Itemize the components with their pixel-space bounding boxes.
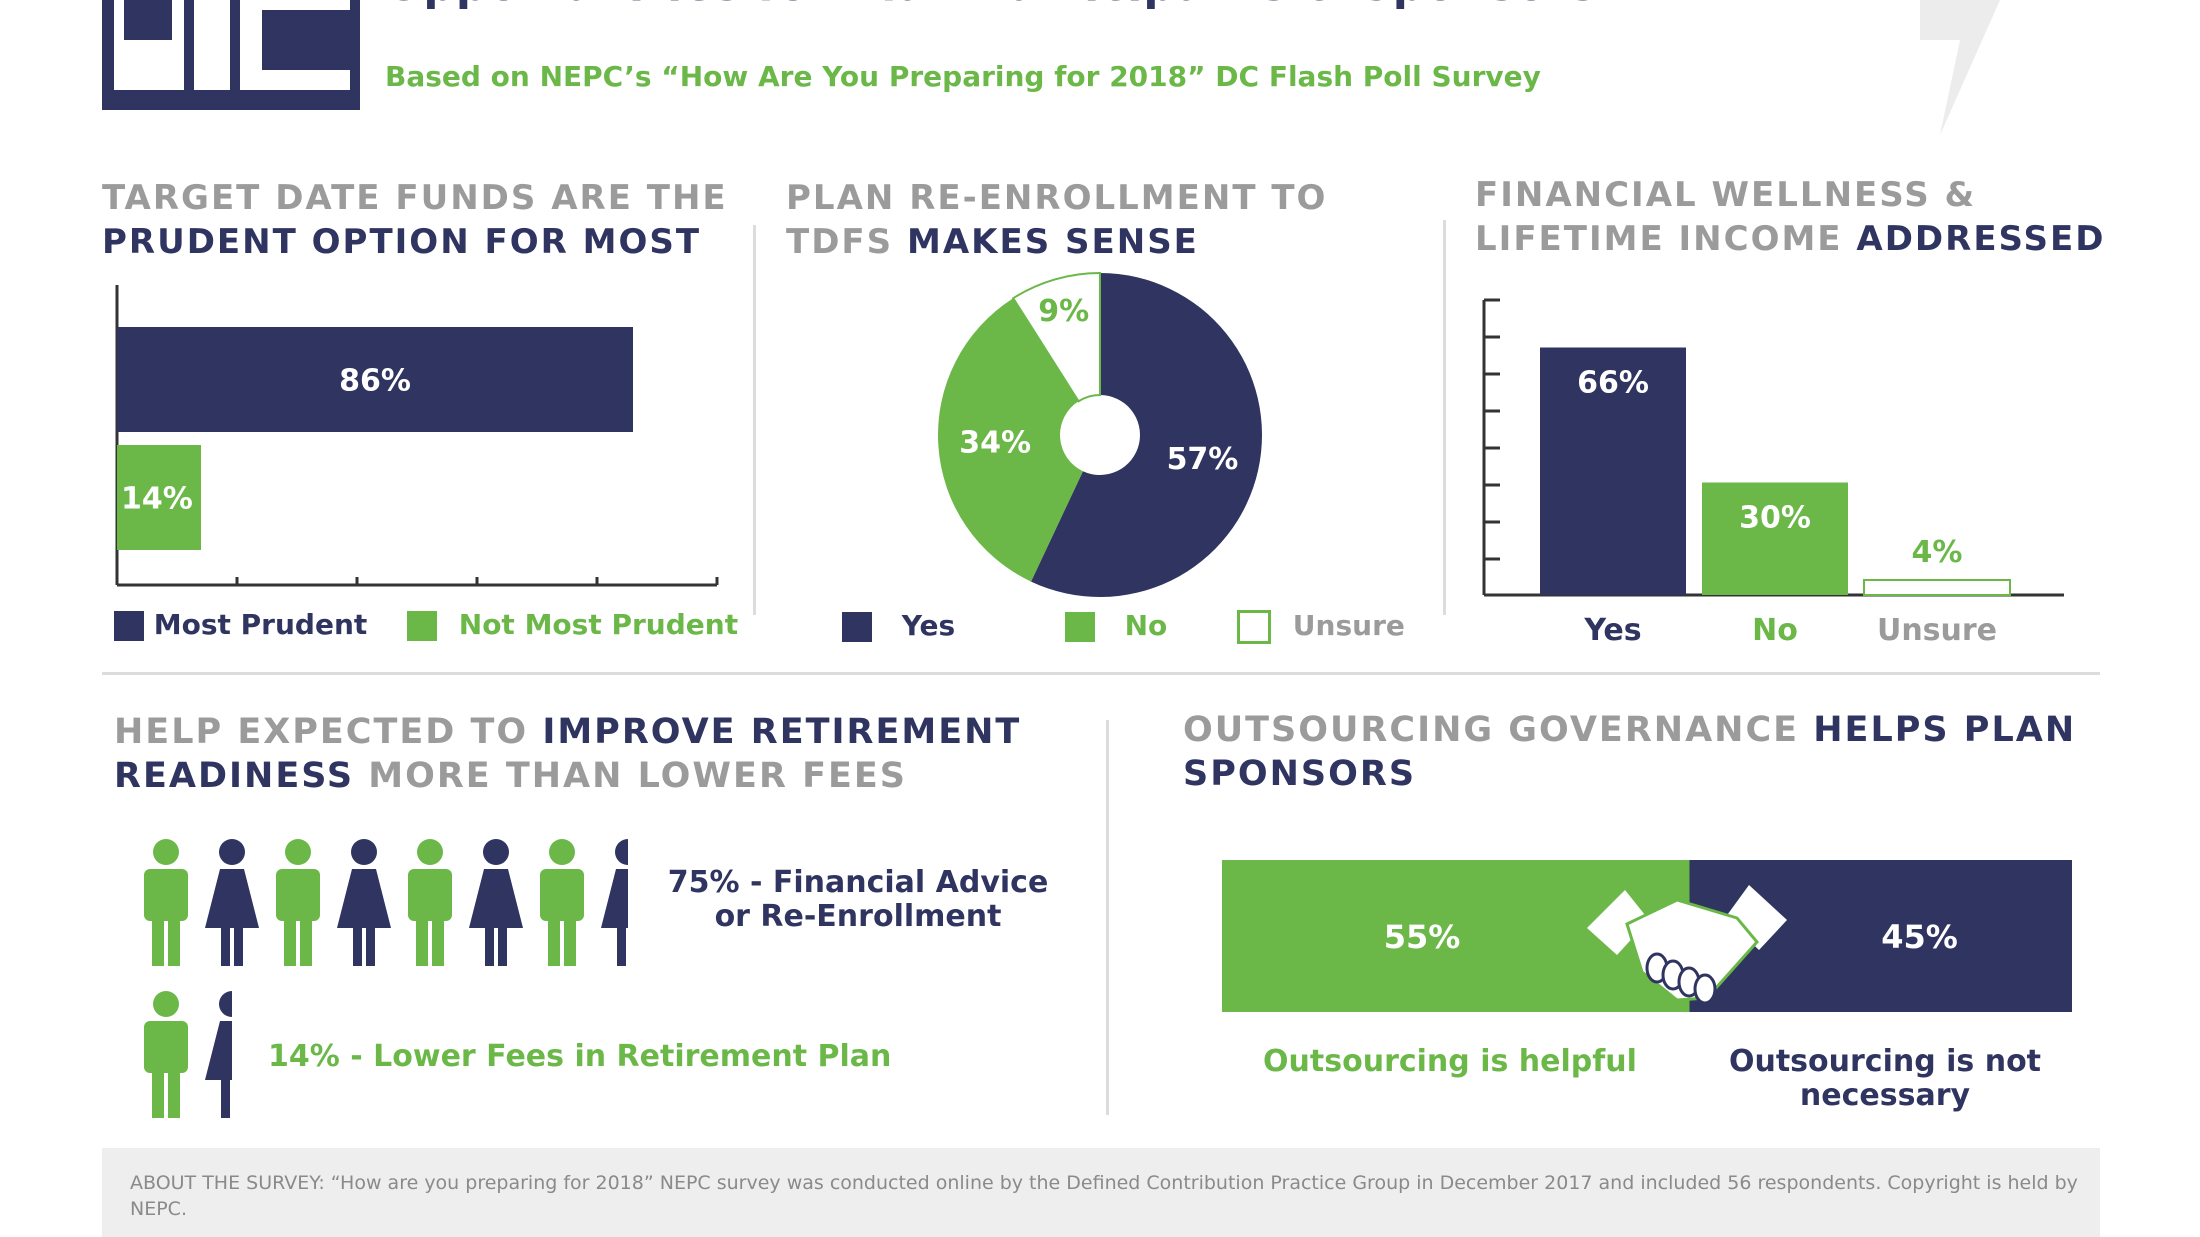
legend-swatch-most-prudent [114, 611, 144, 641]
wellness-category-yes: Yes [1583, 613, 1641, 648]
legend-swatch-not-most-prudent [407, 611, 438, 641]
male-person-icon [408, 839, 452, 966]
outsourcing-label-helpful: Outsourcing is helpful [1263, 1044, 1637, 1079]
legend-swatch-no [1064, 612, 1095, 642]
wellness-bar-label-yes: 66% [1577, 366, 1649, 401]
help-heading-dark-1: IMPROVE RETIREMENT [542, 712, 1022, 752]
reenroll-heading-gray: PLAN RE-ENROLLMENT TO [786, 178, 1328, 218]
people-row-75 [144, 839, 628, 966]
pie-legend: Yes No Unsure [842, 609, 1405, 644]
wellness-bar-label-unsure: 4% [1912, 535, 1963, 570]
outsourcing-value-0: 55% [1384, 918, 1461, 956]
male-person-icon [144, 991, 188, 1118]
wellness-heading: FINANCIAL WELLNESS & LIFETIME INCOME ADD… [1475, 173, 2105, 261]
outsourcing-heading-dark-2: SPONSORS [1183, 754, 1417, 794]
page-subtitle: Based on NEPC’s “How Are You Preparing f… [385, 60, 1541, 93]
outsourcing-stacked-bar: 55% 45% [1222, 860, 2072, 1012]
handshake-icon [1587, 885, 1787, 1005]
female-person-icon [601, 839, 628, 966]
legend-label-yes: Yes [901, 609, 956, 642]
pie-label-yes: 57% [1167, 442, 1239, 477]
wellness-bar-unsure [1863, 579, 2011, 596]
tdf-bar-chart: 86% 14% [115, 285, 719, 587]
people-row-14 [144, 991, 232, 1118]
legend-label-most-prudent: Most Prudent [153, 608, 368, 641]
pie-slice-yes [1031, 273, 1262, 597]
logo-mark [114, 0, 360, 90]
tdf-heading-gray: TARGET DATE FUNDS ARE THE [102, 178, 728, 218]
help-heading-gray-2: MORE THAN LOWER FEES [368, 756, 908, 796]
male-person-icon [144, 839, 188, 966]
tdf-heading-dark: PRUDENT OPTION FOR MOST [102, 222, 702, 262]
outsourcing-value-1: 45% [1881, 918, 1958, 956]
outsourcing-heading-gray: OUTSOURCING GOVERNANCE [1183, 710, 1800, 750]
outsourcing-heading-dark-1: HELPS PLAN [1813, 710, 2077, 750]
male-person-icon [276, 839, 320, 966]
tdf-legend: Most Prudent Not Most Prudent [114, 608, 738, 641]
nepc-logo [102, 0, 360, 110]
reenroll-heading-dark: MAKES SENSE [906, 222, 1199, 262]
footer-panel [102, 1148, 2100, 1237]
female-person-icon [205, 839, 259, 966]
wellness-heading-dark: ADDRESSED [1856, 219, 2106, 259]
legend-label-unsure: Unsure [1292, 609, 1405, 642]
legend-label-no: No [1124, 609, 1168, 642]
help-heading: HELP EXPECTED TO IMPROVE RETIREMENT READ… [114, 710, 1021, 798]
help-heading-dark-2: READINESS [114, 756, 355, 796]
wellness-bar-label-no: 30% [1739, 501, 1811, 536]
outsourcing-heading: OUTSOURCING GOVERNANCE HELPS PLAN SPONSO… [1183, 708, 2076, 796]
reenroll-heading: PLAN RE-ENROLLMENT TO TDFS MAKES SENSE [786, 176, 1327, 264]
legend-label-not-most-prudent: Not Most Prudent [458, 608, 739, 641]
footer-text: ABOUT THE SURVEY: “How are you preparing… [130, 1172, 2078, 1220]
wellness-category-no: No [1752, 613, 1798, 648]
people-label-75: 75% - Financial Advice or Re-Enrollment [667, 865, 1049, 934]
pie-slice-unsure [1011, 271, 1101, 403]
page-title: Opportunities for Plan Participants & Sp… [385, 0, 1597, 11]
tdf-bar-0 [117, 327, 633, 432]
female-person-icon [205, 991, 232, 1118]
divider-horizontal [102, 672, 2100, 675]
reenroll-heading-gray-2: TDFS [786, 222, 894, 262]
wellness-heading-gray-2: LIFETIME INCOME [1475, 219, 1843, 259]
male-person-icon [540, 839, 584, 966]
tdf-heading: TARGET DATE FUNDS ARE THE PRUDENT OPTION… [102, 176, 728, 264]
reenroll-pie-chart: 57% 34% 9% [938, 271, 1262, 597]
people-label-14: 14% - Lower Fees in Retirement Plan [268, 1039, 892, 1074]
wellness-category-unsure: Unsure [1877, 613, 1997, 648]
help-heading-gray-1: HELP EXPECTED TO [114, 712, 529, 752]
tdf-bar-label-0: 86% [339, 364, 411, 399]
female-person-icon [337, 839, 391, 966]
wellness-bar-no [1702, 482, 1848, 595]
legend-swatch-yes [842, 612, 872, 642]
tdf-bar-label-1: 14% [121, 482, 193, 517]
divider-2 [1443, 220, 1446, 615]
wellness-bar-yes [1540, 347, 1686, 595]
wellness-heading-gray: FINANCIAL WELLNESS & [1475, 175, 1977, 215]
divider-1 [753, 225, 756, 615]
divider-3 [1106, 720, 1109, 1115]
pie-label-no: 34% [959, 426, 1031, 461]
pie-label-unsure: 9% [1038, 294, 1089, 329]
legend-swatch-unsure [1237, 610, 1272, 644]
wellness-bar-chart: 66% Yes 30% No 4% Unsure [1482, 298, 2064, 648]
lightning-bolt-icon [1920, 0, 2000, 135]
female-person-icon [469, 839, 523, 966]
tdf-bar-1 [117, 445, 201, 550]
outsourcing-label-not-necessary: Outsourcing is not necessary [1728, 1044, 2042, 1113]
pie-slice-no [938, 298, 1083, 582]
